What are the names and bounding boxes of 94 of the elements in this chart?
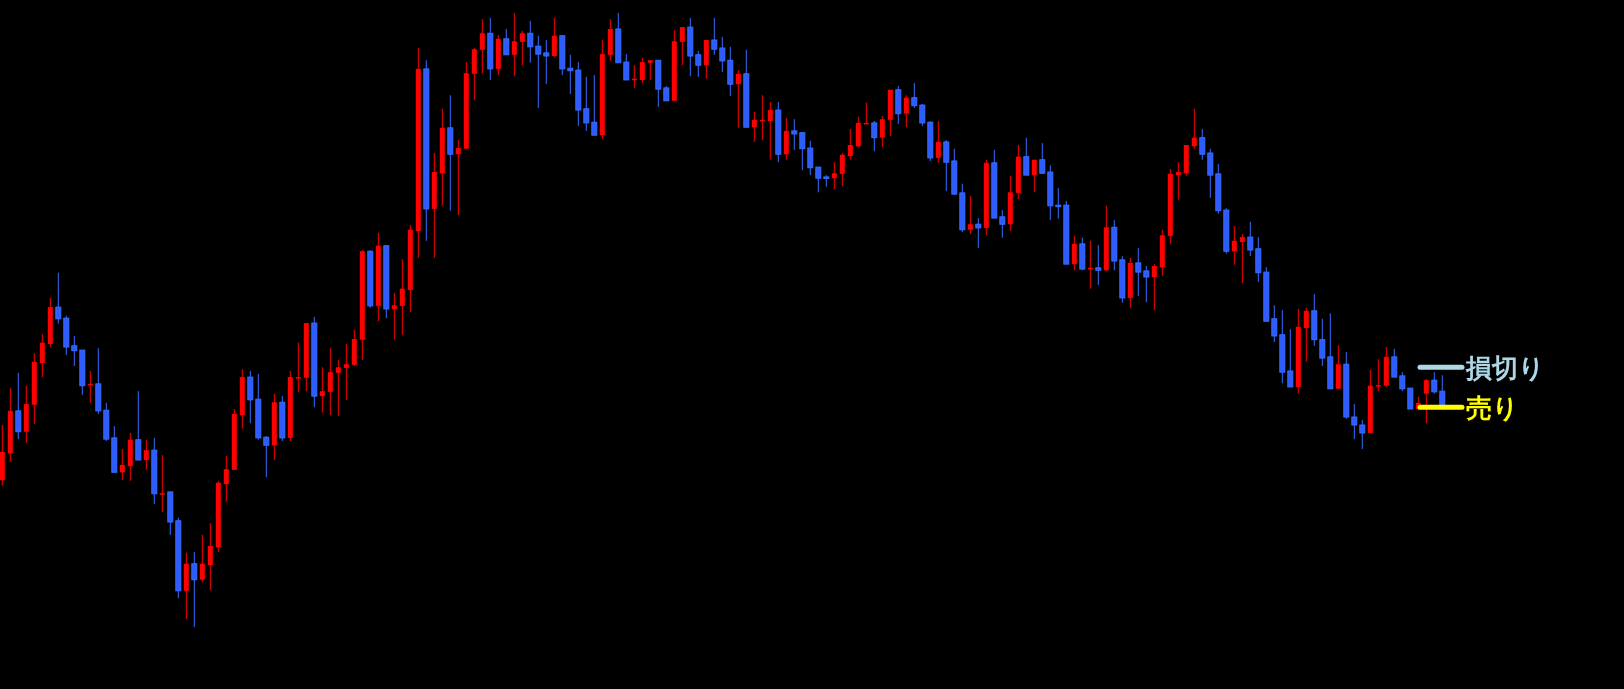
candlestick bbox=[247, 370, 254, 424]
candlestick bbox=[551, 17, 557, 58]
candlestick bbox=[263, 435, 270, 478]
candlestick bbox=[871, 120, 878, 152]
candlestick bbox=[975, 217, 982, 249]
candlestick bbox=[535, 35, 542, 109]
candlestick bbox=[207, 522, 213, 591]
candlestick bbox=[503, 28, 510, 56]
candlestick bbox=[1319, 318, 1326, 367]
candlestick bbox=[1359, 419, 1366, 450]
candlestick bbox=[1135, 247, 1142, 297]
candlestick bbox=[1175, 161, 1181, 201]
candlestick bbox=[879, 115, 885, 148]
candlestick bbox=[543, 39, 550, 85]
candlestick bbox=[727, 46, 734, 97]
candlestick bbox=[527, 20, 534, 64]
candlestick bbox=[647, 59, 653, 81]
candlestick bbox=[511, 12, 517, 77]
candlestick bbox=[791, 118, 798, 151]
candlestick bbox=[223, 455, 229, 503]
candlestick bbox=[767, 101, 773, 161]
candlestick bbox=[199, 534, 205, 583]
candlestick bbox=[71, 335, 78, 367]
candlestick bbox=[1239, 233, 1245, 284]
candlestick bbox=[295, 342, 301, 393]
candlestick bbox=[119, 448, 125, 481]
candlestick bbox=[639, 57, 645, 84]
candlestick bbox=[855, 116, 861, 148]
candlestick bbox=[55, 272, 62, 325]
candlestick bbox=[1023, 137, 1030, 176]
candlestick bbox=[751, 111, 757, 143]
candlestick bbox=[319, 366, 325, 414]
candlestick bbox=[191, 551, 198, 628]
candlestick bbox=[831, 161, 837, 190]
candlestick bbox=[895, 85, 902, 125]
candlestick bbox=[719, 36, 726, 73]
candlestick bbox=[807, 140, 814, 176]
candlestick bbox=[935, 120, 941, 164]
candlestick bbox=[799, 131, 806, 171]
candlestick bbox=[1431, 371, 1438, 395]
candlestick bbox=[1303, 307, 1309, 363]
candlestick bbox=[903, 94, 909, 128]
candlestick bbox=[1375, 358, 1381, 392]
candlestick bbox=[783, 117, 789, 161]
candlestick bbox=[815, 166, 822, 193]
candlestick bbox=[1071, 235, 1077, 271]
candlestick bbox=[519, 30, 525, 66]
candlestick bbox=[1399, 371, 1406, 392]
candlestick bbox=[695, 50, 702, 78]
ref-line-label: 損切り bbox=[1465, 352, 1545, 383]
candlestick bbox=[1191, 108, 1197, 150]
candlestick bbox=[327, 347, 333, 416]
candlestick bbox=[1231, 225, 1237, 266]
candlestick bbox=[735, 69, 741, 129]
candlestick bbox=[1207, 148, 1214, 199]
candlestick bbox=[343, 343, 349, 401]
candlestick bbox=[1247, 221, 1254, 257]
candlestick bbox=[135, 390, 142, 461]
candlestick bbox=[39, 333, 45, 378]
candlestick bbox=[1255, 236, 1262, 283]
ref-line-label: 売り bbox=[1466, 392, 1519, 423]
candlestick bbox=[159, 454, 165, 513]
candlestick bbox=[1151, 263, 1157, 311]
candlestick bbox=[911, 82, 918, 109]
candlestick bbox=[1407, 387, 1414, 410]
candlestick bbox=[1271, 304, 1278, 343]
candlestick bbox=[1423, 378, 1429, 424]
candlestick bbox=[1199, 128, 1206, 161]
candlestick bbox=[1439, 374, 1446, 407]
candlestick bbox=[391, 292, 397, 341]
candlestick bbox=[15, 372, 22, 440]
candlestick bbox=[1031, 159, 1037, 193]
candlestick bbox=[591, 74, 598, 136]
candlestick bbox=[839, 152, 845, 187]
candlestick bbox=[143, 439, 149, 471]
candlestick bbox=[455, 139, 461, 216]
candlestick bbox=[399, 258, 405, 336]
candlestick bbox=[1039, 142, 1046, 175]
candlestick bbox=[335, 359, 341, 417]
candlestick bbox=[1351, 403, 1358, 440]
candlestick bbox=[1287, 328, 1294, 388]
candlestick bbox=[999, 209, 1006, 239]
candlestick bbox=[479, 18, 485, 75]
candlestick bbox=[847, 128, 853, 161]
candlestick bbox=[1143, 265, 1150, 303]
candlestick bbox=[567, 54, 574, 95]
candlestick bbox=[583, 76, 590, 132]
candlestick bbox=[1391, 348, 1398, 378]
candlestick bbox=[1095, 244, 1102, 286]
candlestick bbox=[623, 53, 630, 81]
candlestick bbox=[679, 26, 685, 66]
candlestick bbox=[967, 195, 973, 235]
candlestick bbox=[943, 139, 950, 192]
candlestick bbox=[711, 17, 718, 56]
